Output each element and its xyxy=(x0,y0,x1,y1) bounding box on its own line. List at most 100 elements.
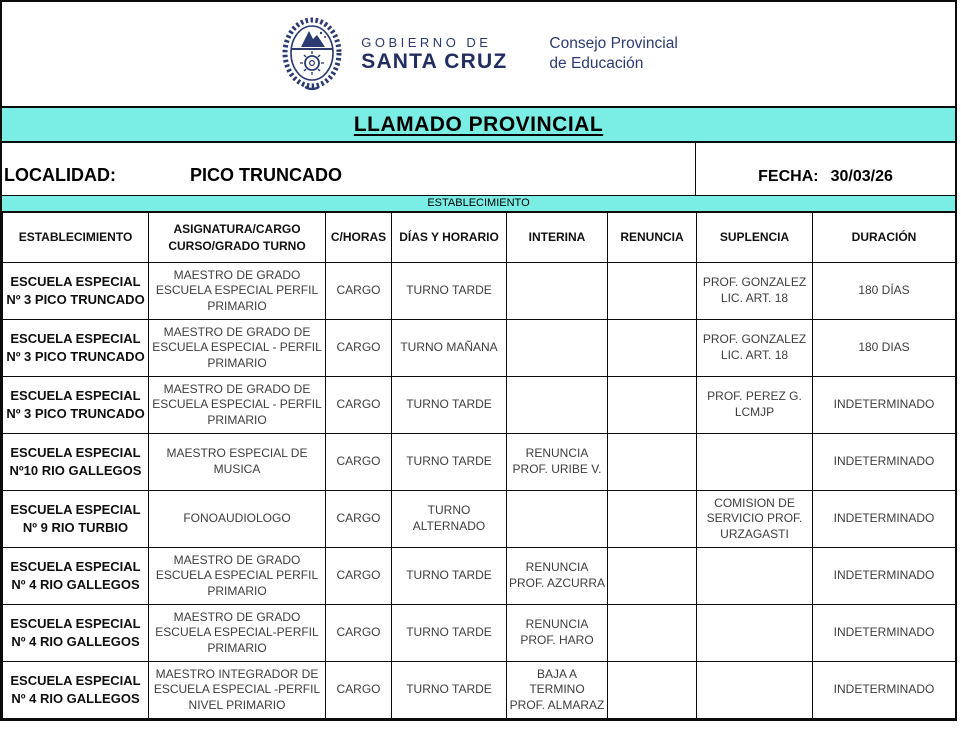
table-header: ESTABLECIMIENTO ASIGNATURA/CARGO CURSO/G… xyxy=(2,212,956,263)
cell-renuncia xyxy=(607,376,697,434)
cell-dias-horario: TURNO TARDE xyxy=(391,262,507,320)
fecha-label: FECHA: xyxy=(758,168,819,185)
cell-interina xyxy=(506,490,608,548)
cell-duracion: INDETERMINADO xyxy=(812,376,956,434)
cell-c-horas: CARGO xyxy=(325,319,392,377)
cell-dias-horario: TURNO ALTERNADO xyxy=(391,490,507,548)
table-row: ESCUELA ESPECIAL Nº 9 RIO TURBIO FONOAUD… xyxy=(2,490,956,548)
column-header-duracion: DURACIÓN xyxy=(812,212,956,263)
cell-dias-horario: TURNO TARDE xyxy=(391,433,507,491)
government-name: GOBIERNO DE SANTA CRUZ xyxy=(361,35,507,74)
cell-duracion: INDETERMINADO xyxy=(812,547,956,605)
cell-renuncia xyxy=(607,262,697,320)
dept-line2: de Educación xyxy=(549,55,644,72)
cell-c-horas: CARGO xyxy=(325,547,392,605)
cell-duracion: 180 DIAS xyxy=(812,319,956,377)
cell-establecimiento: ESCUELA ESPECIAL Nº 4 RIO GALLEGOS xyxy=(2,547,149,605)
cell-suplencia: COMISION DE SERVICIO PROF. URZAGASTI xyxy=(696,490,813,548)
cell-c-horas: CARGO xyxy=(325,604,392,662)
column-header-interina: INTERINA xyxy=(506,212,608,263)
dept-line1: Consejo Provincial xyxy=(549,34,678,52)
cell-duracion: INDETERMINADO xyxy=(812,661,956,719)
cell-duracion: 180 DÍAS xyxy=(812,262,956,320)
gov-line2: SANTA CRUZ xyxy=(361,49,508,73)
table-row: ESCUELA ESPECIAL Nº 4 RIO GALLEGOS MAEST… xyxy=(2,547,956,605)
cell-duracion: INDETERMINADO xyxy=(812,604,956,662)
column-header-establecimiento: ESTABLECIMIENTO xyxy=(2,212,149,263)
cell-establecimiento: ESCUELA ESPECIAL Nº 4 RIO GALLEGOS xyxy=(2,604,149,662)
table-row: ESCUELA ESPECIAL Nº 3 PICO TRUNCADO MAES… xyxy=(2,376,956,434)
logo-group: GOBIERNO DE SANTA CRUZ Consejo Provincia… xyxy=(279,15,678,93)
fecha-cell: FECHA: 30/03/26 xyxy=(695,143,955,195)
cell-renuncia xyxy=(607,661,697,719)
header-row: ESTABLECIMIENTO ASIGNATURA/CARGO CURSO/G… xyxy=(2,212,956,263)
page-title: LLAMADO PROVINCIAL xyxy=(353,112,604,136)
establecimiento-strip: ESTABLECIMIENTO xyxy=(2,196,955,212)
cell-c-horas: CARGO xyxy=(325,433,392,491)
table-row: ESCUELA ESPECIAL Nº10 RIO GALLEGOS MAEST… xyxy=(2,433,956,491)
cell-c-horas: CARGO xyxy=(325,376,392,434)
cell-interina: RENUNCIA PROF. URIBE V. xyxy=(506,433,608,491)
localidad-value: PICO TRUNCADO xyxy=(189,165,342,185)
positions-table: ESTABLECIMIENTO ASIGNATURA/CARGO CURSO/G… xyxy=(2,212,956,719)
localidad-label: LOCALIDAD: xyxy=(4,165,116,185)
cell-establecimiento: ESCUELA ESPECIAL Nº 3 PICO TRUNCADO xyxy=(2,319,149,377)
letterhead: GOBIERNO DE SANTA CRUZ Consejo Provincia… xyxy=(2,2,955,108)
title-band: LLAMADO PROVINCIAL xyxy=(2,108,955,143)
cell-interina xyxy=(506,319,608,377)
cell-asignatura: MAESTRO ESPECIAL DE MUSICA xyxy=(148,433,326,491)
cell-suplencia xyxy=(696,661,813,719)
cell-establecimiento: ESCUELA ESPECIAL Nº 3 PICO TRUNCADO xyxy=(2,376,149,434)
cell-asignatura: MAESTRO DE GRADO DE ESCUELA ESPECIAL - P… xyxy=(148,319,326,377)
cell-establecimiento: ESCUELA ESPECIAL Nº 4 RIO GALLEGOS xyxy=(2,661,149,719)
cell-interina: RENUNCIA PROF. HARO xyxy=(506,604,608,662)
cell-asignatura: MAESTRO DE GRADO ESCUELA ESPECIAL PERFIL… xyxy=(148,262,326,320)
cell-suplencia xyxy=(696,433,813,491)
cell-establecimiento: ESCUELA ESPECIAL Nº 3 PICO TRUNCADO xyxy=(2,262,149,320)
cell-duracion: INDETERMINADO xyxy=(812,433,956,491)
column-header-asignatura: ASIGNATURA/CARGO CURSO/GRADO TURNO xyxy=(148,212,326,263)
cell-dias-horario: TURNO MAÑANA xyxy=(391,319,507,377)
cell-establecimiento: ESCUELA ESPECIAL Nº10 RIO GALLEGOS xyxy=(2,433,149,491)
cell-asignatura: MAESTRO DE GRADO DE ESCUELA ESPECIAL - P… xyxy=(148,376,326,434)
cell-asignatura: MAESTRO INTEGRADOR DE ESCUELA ESPECIAL -… xyxy=(148,661,326,719)
cell-interina xyxy=(506,376,608,434)
cell-renuncia xyxy=(607,433,697,491)
cell-interina: BAJA A TERMINO PROF. ALMARAZ xyxy=(506,661,608,719)
table-row: ESCUELA ESPECIAL Nº 4 RIO GALLEGOS MAEST… xyxy=(2,661,956,719)
cell-renuncia xyxy=(607,319,697,377)
cell-establecimiento: ESCUELA ESPECIAL Nº 9 RIO TURBIO xyxy=(2,490,149,548)
column-header-suplencia: SUPLENCIA xyxy=(696,212,813,263)
column-header-dias-horario: DÍAS Y HORARIO xyxy=(391,212,507,263)
cell-suplencia xyxy=(696,547,813,605)
localidad-cell: LOCALIDAD: PICO TRUNCADO xyxy=(2,143,695,195)
cell-asignatura: MAESTRO DE GRADO ESCUELA ESPECIAL-PERFIL… xyxy=(148,604,326,662)
cell-dias-horario: TURNO TARDE xyxy=(391,661,507,719)
cell-suplencia: PROF. PEREZ G. LCMJP xyxy=(696,376,813,434)
department-name: Consejo Provincial de Educación xyxy=(549,34,677,74)
cell-renuncia xyxy=(607,604,697,662)
cell-c-horas: CARGO xyxy=(325,661,392,719)
cell-suplencia: PROF. GONZALEZ LIC. ART. 18 xyxy=(696,319,813,377)
cell-interina: RENUNCIA PROF. AZCURRA xyxy=(506,547,608,605)
cell-dias-horario: TURNO TARDE xyxy=(391,547,507,605)
cell-c-horas: CARGO xyxy=(325,490,392,548)
cell-asignatura: FONOAUDIOLOGO xyxy=(148,490,326,548)
table-body: ESCUELA ESPECIAL Nº 3 PICO TRUNCADO MAES… xyxy=(2,262,956,719)
cell-suplencia: PROF. GONZALEZ LIC. ART. 18 xyxy=(696,262,813,320)
cell-dias-horario: TURNO TARDE xyxy=(391,604,507,662)
meta-row: LOCALIDAD: PICO TRUNCADO FECHA: 30/03/26 xyxy=(2,143,955,196)
column-header-renuncia: RENUNCIA xyxy=(607,212,697,263)
cell-duracion: INDETERMINADO xyxy=(812,490,956,548)
document-page: GOBIERNO DE SANTA CRUZ Consejo Provincia… xyxy=(0,0,957,721)
cell-suplencia xyxy=(696,604,813,662)
table-row: ESCUELA ESPECIAL Nº 3 PICO TRUNCADO MAES… xyxy=(2,262,956,320)
table-row: ESCUELA ESPECIAL Nº 4 RIO GALLEGOS MAEST… xyxy=(2,604,956,662)
cell-renuncia xyxy=(607,490,697,548)
cell-asignatura: MAESTRO DE GRADO ESCUELA ESPECIAL PERFIL… xyxy=(148,547,326,605)
santa-cruz-coat-of-arms-icon xyxy=(282,17,342,91)
fecha-value: 30/03/26 xyxy=(830,168,893,185)
column-header-c-horas: C/HORAS xyxy=(325,212,392,263)
cell-renuncia xyxy=(607,547,697,605)
cell-interina xyxy=(506,262,608,320)
